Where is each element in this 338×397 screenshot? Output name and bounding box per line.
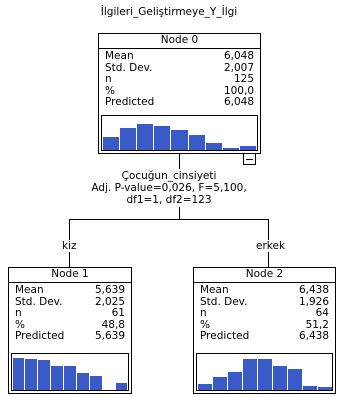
histogram-bar	[115, 383, 128, 390]
node-0-predicted-label: Predicted	[105, 96, 155, 108]
histogram-bar	[317, 387, 332, 390]
node-1-std-value: 2,025	[94, 295, 125, 308]
node-0-mean-value: 6,048	[223, 50, 254, 62]
node-1-histogram	[11, 353, 129, 391]
histogram-bar	[227, 372, 242, 390]
node-0-percent-value: 100,0	[223, 84, 254, 97]
node-1-mean-label: Mean	[15, 284, 44, 296]
histogram-bar	[287, 369, 302, 390]
node-1-n-value: 61	[111, 307, 125, 319]
split-df: df1=1, df2=123	[126, 194, 212, 206]
histogram-bar	[136, 124, 154, 150]
node-0-std-value: 2,007	[223, 61, 254, 74]
connector-root-down	[179, 207, 180, 219]
histogram-bar	[171, 130, 188, 150]
histogram-bar	[188, 135, 205, 150]
histogram-bar	[302, 386, 317, 390]
histogram-bar	[212, 377, 227, 390]
node-2-predicted-value: 6,438	[298, 330, 329, 342]
node-0-collapse-toggle[interactable]	[243, 153, 256, 165]
node-0-predicted-value: 6,048	[223, 96, 254, 108]
node-2-mean-value: 6,438	[298, 284, 329, 296]
node-2-percent-value: 51,2	[305, 318, 329, 331]
connector-root-top	[179, 154, 180, 169]
histogram-bar	[154, 126, 171, 150]
node-2-std-label: Std. Dev.	[200, 295, 248, 308]
node-0-n-label: n	[105, 73, 112, 85]
node-2-percent-label: %	[200, 318, 210, 331]
node-1-percent-label: %	[15, 318, 25, 331]
node-2-std-value: 1,926	[298, 295, 329, 308]
node-2-stats: Mean 6,438 Std. Dev. 1,926 n 64 % 51,2 Predi…	[200, 284, 329, 343]
node-1-mean-value: 5,639	[94, 284, 125, 296]
tree-title: İlgileri_Geliştirmeye_Y_İlgi	[100, 6, 238, 18]
histogram-bar	[51, 366, 64, 390]
node-1-std-label: Std. Dev.	[15, 295, 63, 308]
node-2-title: Node 2	[194, 268, 335, 283]
histogram-bar	[12, 358, 25, 390]
histogram-bar	[76, 373, 89, 390]
node-2-n-label: n	[200, 307, 207, 319]
histogram-bar	[242, 359, 257, 390]
histogram-bar	[223, 148, 240, 150]
histogram-bar	[240, 146, 257, 150]
node-0-std-label: Std. Dev.	[105, 61, 153, 74]
split-variable: Çocuğun_cinsiyeti	[121, 170, 217, 182]
node-1-stats: Mean 5,639 Std. Dev. 2,025 n 61 % 48,8 Predi…	[15, 284, 125, 343]
node-1-n-label: n	[15, 307, 22, 319]
node-1-percent-value: 48,8	[101, 318, 125, 331]
histogram-bar	[38, 360, 51, 390]
histogram-bar	[205, 143, 223, 150]
histogram-bar	[272, 366, 287, 390]
node-0-histogram	[101, 115, 258, 151]
histogram-bar	[89, 376, 102, 390]
histogram-bar	[64, 366, 76, 390]
node-1-title: Node 1	[9, 268, 131, 283]
node-0-title: Node 0	[99, 34, 260, 49]
node-0-n-value: 125	[233, 73, 254, 85]
node-0-stats: Mean 6,048 Std. Dev. 2,007 n 125 % 100,0 Pre…	[105, 50, 254, 109]
node-2-histogram	[196, 353, 333, 391]
histogram-bar	[119, 128, 136, 150]
histogram-bar	[257, 359, 272, 390]
node-1-predicted-label: Predicted	[15, 330, 65, 342]
node-2-predicted-label: Predicted	[200, 330, 250, 342]
histogram-bar	[102, 137, 119, 150]
node-2-n-value: 64	[315, 307, 329, 319]
node-0-mean-label: Mean	[105, 50, 134, 62]
branch-label-right: erkek	[255, 240, 287, 252]
connector-horizontal	[69, 219, 268, 220]
split-stats: Adj. P-value=0,026, F=5,100,	[91, 182, 247, 194]
histogram-bar	[25, 359, 38, 390]
node-2-mean-label: Mean	[200, 284, 229, 296]
branch-label-left: kiz	[61, 240, 78, 252]
node-0-percent-label: %	[105, 84, 115, 97]
histogram-bar	[197, 384, 212, 390]
node-1-predicted-value: 5,639	[94, 330, 125, 342]
